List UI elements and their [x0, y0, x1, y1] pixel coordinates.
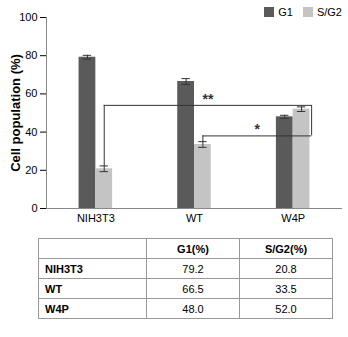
svg-text:0: 0 [31, 202, 37, 214]
svg-text:40: 40 [25, 126, 37, 138]
html-text:NIH3T3: NIH3T3 [45, 262, 83, 275]
html-text:33.5: 33.5 [275, 282, 297, 295]
html-text:G1(%): G1(%) [177, 242, 209, 255]
html-text:66.5: 66.5 [182, 282, 204, 295]
html-text:WT: WT [45, 282, 63, 295]
html-text:52.0: 52.0 [275, 302, 297, 315]
svg-text:60: 60 [25, 87, 37, 99]
svg-text:W4P: W4P [281, 212, 305, 224]
html-text:S/G2: S/G2 [316, 6, 342, 18]
svg-text:100: 100 [19, 11, 37, 23]
html-text:W4P: W4P [45, 302, 69, 315]
html-text:79.2: 79.2 [182, 262, 204, 275]
svg-text:*: * [255, 121, 261, 137]
svg-text:20: 20 [25, 164, 37, 176]
html-text:G1: G1 [278, 6, 293, 18]
svg-text:Cell population (%): Cell population (%) [8, 54, 23, 172]
html-text:48.0: 48.0 [182, 302, 204, 315]
html-text:20.8: 20.8 [275, 262, 297, 275]
html-text:S/G2(%): S/G2(%) [264, 242, 308, 255]
svg-text:80: 80 [25, 49, 37, 61]
svg-text:NIH3T3: NIH3T3 [77, 212, 115, 224]
svg-text:**: ** [202, 91, 213, 107]
svg-text:WT: WT [186, 212, 203, 224]
